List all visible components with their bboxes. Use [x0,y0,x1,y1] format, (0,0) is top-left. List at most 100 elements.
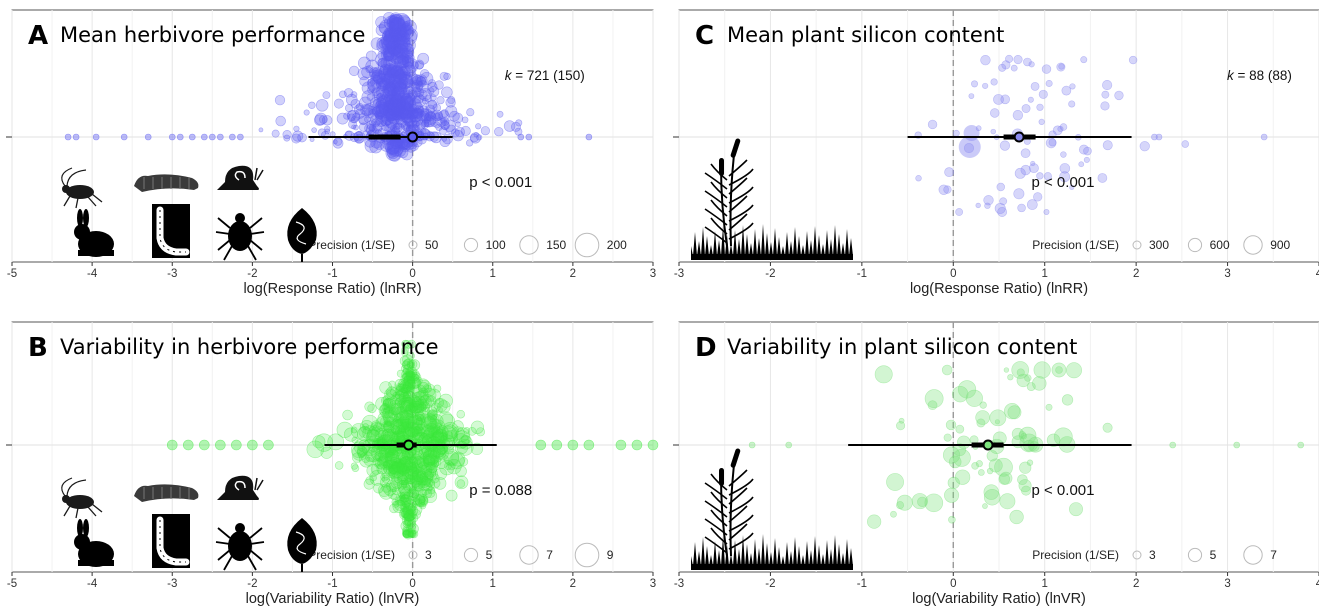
data-point [1010,64,1018,72]
data-point [1017,474,1028,485]
data-point [271,129,280,138]
data-point [1003,367,1010,373]
data-point [1128,55,1138,65]
x-tick-label: -3 [674,268,684,280]
data-point [1033,192,1043,202]
data-point [384,47,399,62]
data-point [1139,141,1150,152]
legend-label: 200 [607,238,627,252]
x-tick-label: -5 [7,268,17,280]
data-point [438,110,450,122]
data-point [182,439,194,451]
data-point [428,465,437,474]
data-point [924,389,944,409]
k-value: = 88 (88) [1234,68,1292,83]
data-point [348,65,360,77]
p-value: p < 0.001 [1032,482,1095,499]
data-point [998,63,1007,72]
data-point [402,519,412,529]
data-point [1155,133,1163,141]
data-point [282,129,292,140]
data-point [432,103,441,113]
data-point [452,130,464,142]
data-point [311,127,317,133]
data-point [407,88,418,99]
grass-ground [691,564,853,570]
data-point [470,133,479,143]
data-point [994,419,1000,425]
data-point [333,98,344,109]
data-point [915,175,922,182]
x-tick-label: 0 [409,578,415,590]
data-point [1066,362,1082,379]
data-point [378,78,391,90]
data-point [72,133,80,141]
data-point [1033,361,1051,379]
x-tick-label: -2 [765,268,775,280]
data-point [389,461,406,478]
data-point [1026,459,1034,466]
data-point [886,473,904,491]
data-point [64,133,72,141]
data-point [327,433,345,451]
data-point [361,104,374,117]
data-point [333,137,343,146]
data-point [1029,441,1040,452]
x-tick-label: 1 [490,578,496,590]
rabbit-ear [77,209,83,227]
data-point [421,447,432,458]
legend-label: 3 [1149,548,1156,562]
data-point [332,137,344,149]
data-point [1021,104,1031,113]
data-point [357,451,365,459]
data-point [292,130,304,142]
legend-title: Precision (1/SE) [308,548,395,562]
data-point [306,440,324,459]
legend-title: Precision (1/SE) [1032,548,1119,562]
data-point [456,479,466,488]
x-axis-label: log(Response Ratio) (lnRR) [910,281,1088,297]
data-point [944,487,960,503]
x-tick-label: -1 [327,578,337,590]
data-point [396,30,407,42]
data-point [426,418,443,435]
data-point [342,409,353,421]
data-point [309,137,315,142]
x-tick-label: 2 [570,578,576,590]
data-point [415,423,426,434]
data-point [258,127,264,133]
data-point [1011,361,1030,379]
rabbit-head [74,224,90,240]
panel-letter: A [28,21,48,51]
mean-estimate [1013,131,1025,143]
data-point [525,133,533,141]
data-point [390,476,403,490]
data-point [990,78,998,86]
data-point [461,116,469,124]
data-point [1007,374,1014,381]
data-point [274,95,286,106]
legend-title: Precision (1/SE) [1032,238,1119,252]
x-tick-label: -1 [857,268,867,280]
data-point [496,110,504,118]
data-point [1056,62,1066,72]
aphid-head [62,495,70,503]
rabbit-head [74,534,90,550]
data-point [168,133,176,141]
aphid-head [62,185,70,193]
data-point [1083,146,1092,156]
data-point [1114,90,1124,101]
data-point [247,439,258,451]
x-tick-label: -1 [327,268,337,280]
data-point [176,133,184,141]
data-point [293,125,300,132]
rabbit-ear [83,519,89,537]
data-point [971,80,979,88]
legend-label: 9 [607,548,614,562]
data-points [64,11,593,162]
legend-label: 3 [425,548,432,562]
data-point [1083,156,1090,163]
data-point [433,384,442,393]
data-point [986,450,998,462]
data-point [999,140,1011,151]
